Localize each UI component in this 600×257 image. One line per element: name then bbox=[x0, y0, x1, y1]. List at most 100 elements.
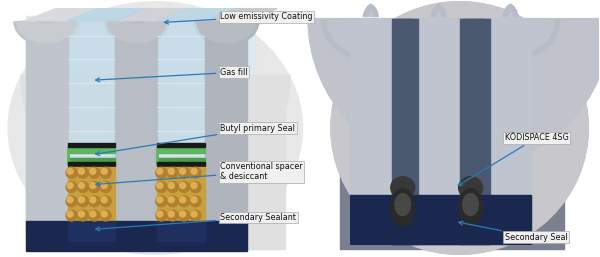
Text: Gas fill: Gas fill bbox=[95, 68, 248, 82]
Circle shape bbox=[179, 181, 190, 192]
Circle shape bbox=[101, 182, 107, 188]
Circle shape bbox=[89, 167, 100, 178]
Circle shape bbox=[90, 197, 96, 203]
Bar bbox=[157, 167, 205, 222]
Circle shape bbox=[67, 211, 73, 217]
Bar bbox=[460, 19, 490, 244]
Circle shape bbox=[66, 196, 77, 207]
Bar bbox=[68, 162, 115, 166]
Ellipse shape bbox=[391, 177, 415, 199]
Bar bbox=[340, 31, 565, 249]
Circle shape bbox=[101, 197, 107, 203]
Circle shape bbox=[179, 197, 185, 203]
Circle shape bbox=[179, 211, 185, 217]
Ellipse shape bbox=[458, 177, 482, 199]
Bar bbox=[68, 148, 115, 153]
Circle shape bbox=[66, 210, 77, 221]
Ellipse shape bbox=[8, 2, 302, 254]
Bar bbox=[418, 19, 460, 244]
Circle shape bbox=[190, 210, 201, 221]
Circle shape bbox=[100, 196, 111, 207]
Bar bbox=[68, 21, 115, 240]
Circle shape bbox=[167, 181, 178, 192]
Circle shape bbox=[79, 211, 85, 217]
Circle shape bbox=[156, 196, 167, 207]
Polygon shape bbox=[26, 9, 97, 21]
Circle shape bbox=[67, 168, 73, 174]
Wedge shape bbox=[308, 19, 600, 170]
Polygon shape bbox=[26, 21, 68, 240]
Circle shape bbox=[67, 182, 73, 188]
Circle shape bbox=[156, 167, 167, 178]
Bar bbox=[392, 19, 418, 244]
Polygon shape bbox=[157, 9, 235, 21]
Circle shape bbox=[101, 168, 107, 174]
Circle shape bbox=[190, 167, 201, 178]
Bar bbox=[157, 21, 205, 240]
Bar bbox=[68, 158, 115, 163]
Circle shape bbox=[67, 197, 73, 203]
Ellipse shape bbox=[331, 2, 589, 254]
Circle shape bbox=[167, 167, 178, 178]
Circle shape bbox=[79, 168, 85, 174]
Circle shape bbox=[156, 210, 167, 221]
Circle shape bbox=[90, 211, 96, 217]
Bar bbox=[68, 143, 115, 147]
Polygon shape bbox=[418, 19, 460, 244]
Circle shape bbox=[77, 167, 88, 178]
Circle shape bbox=[101, 211, 107, 217]
Circle shape bbox=[100, 167, 111, 178]
Circle shape bbox=[179, 196, 190, 207]
Bar bbox=[350, 19, 392, 244]
Ellipse shape bbox=[331, 2, 589, 254]
Bar bbox=[157, 222, 205, 241]
Text: Low emissivity Coating: Low emissivity Coating bbox=[164, 12, 313, 24]
Bar bbox=[26, 75, 285, 249]
Bar bbox=[68, 167, 115, 222]
Circle shape bbox=[179, 210, 190, 221]
Bar bbox=[157, 148, 205, 153]
Circle shape bbox=[167, 196, 178, 207]
Circle shape bbox=[157, 211, 163, 217]
Bar bbox=[350, 195, 532, 244]
Ellipse shape bbox=[463, 194, 478, 216]
Circle shape bbox=[191, 211, 197, 217]
Ellipse shape bbox=[395, 194, 410, 216]
Circle shape bbox=[191, 197, 197, 203]
Circle shape bbox=[79, 197, 85, 203]
Circle shape bbox=[168, 211, 174, 217]
Bar bbox=[26, 222, 247, 251]
Polygon shape bbox=[350, 19, 392, 244]
Circle shape bbox=[191, 168, 197, 174]
Bar bbox=[157, 158, 205, 163]
Circle shape bbox=[100, 210, 111, 221]
Polygon shape bbox=[490, 19, 532, 244]
Circle shape bbox=[90, 168, 96, 174]
Circle shape bbox=[77, 210, 88, 221]
Text: Secondary Seal: Secondary Seal bbox=[459, 221, 567, 242]
Circle shape bbox=[157, 197, 163, 203]
Circle shape bbox=[100, 181, 111, 192]
Bar bbox=[392, 19, 490, 244]
Circle shape bbox=[156, 181, 167, 192]
Polygon shape bbox=[115, 9, 187, 21]
Circle shape bbox=[179, 167, 190, 178]
Text: Conventional spacer
& desiccant: Conventional spacer & desiccant bbox=[95, 162, 303, 186]
Text: Secondary Sealant: Secondary Sealant bbox=[95, 213, 296, 231]
Circle shape bbox=[89, 181, 100, 192]
Circle shape bbox=[179, 168, 185, 174]
Ellipse shape bbox=[458, 189, 482, 226]
Bar bbox=[157, 143, 205, 147]
Circle shape bbox=[168, 197, 174, 203]
Circle shape bbox=[168, 168, 174, 174]
Circle shape bbox=[89, 210, 100, 221]
Circle shape bbox=[157, 182, 163, 188]
Circle shape bbox=[66, 167, 77, 178]
Circle shape bbox=[77, 196, 88, 207]
Bar bbox=[157, 162, 205, 166]
Polygon shape bbox=[115, 21, 157, 240]
Polygon shape bbox=[205, 21, 247, 240]
Circle shape bbox=[168, 182, 174, 188]
Circle shape bbox=[191, 182, 197, 188]
Text: KÖDISPACE 4SG: KÖDISPACE 4SG bbox=[458, 133, 568, 186]
